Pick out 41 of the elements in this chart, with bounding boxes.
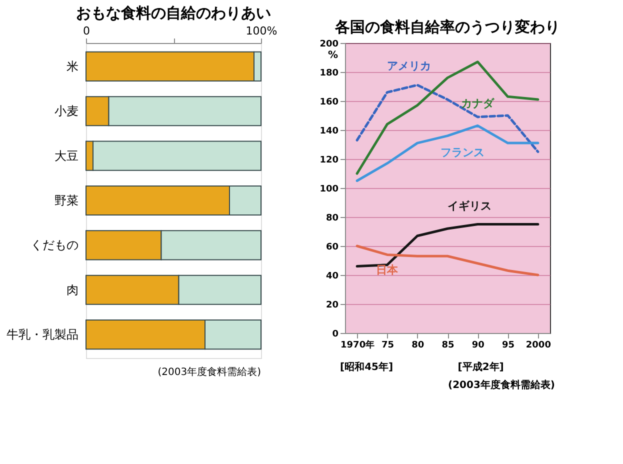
y-tick-label: 野菜 — [54, 194, 78, 208]
chart-title: 各国の食料自給率のうつり変わり — [334, 18, 560, 36]
x-tick-label: 85 — [442, 340, 454, 350]
x-tick-label: 100% — [246, 24, 278, 38]
y-tick-label: くだもの — [30, 238, 78, 252]
line-series — [356, 124, 540, 182]
y-tick-label: 肉 — [66, 282, 78, 297]
y-tick-label: 160 — [320, 98, 338, 108]
y-tick-label: 米 — [66, 59, 78, 74]
x-tick-label: 75 — [381, 340, 394, 350]
series-label: イギリス — [448, 200, 492, 213]
line-series — [356, 244, 540, 276]
y-tick-label: 120 — [320, 156, 338, 166]
y-tick-label: 200 — [320, 40, 338, 50]
y-tick-label: 140 — [320, 126, 338, 136]
text: (2003年度食料需給表) — [448, 379, 555, 391]
series-label: カナダ — [461, 96, 495, 110]
y-tick-label: 40 — [326, 272, 338, 282]
y-tick-label: 牛乳・乳製品 — [6, 328, 78, 342]
text: [平成2年] — [458, 361, 504, 373]
y-tick-label: 60 — [326, 242, 338, 252]
x-tick-label: 2000 — [526, 340, 551, 350]
series-label: アメリカ — [387, 59, 432, 72]
text: (2003年度食料需給表) — [158, 366, 262, 378]
chart-title: おもな食料の自給のわりあい — [76, 4, 271, 22]
text: [昭和45年] — [340, 361, 394, 373]
y-tick-label: 大豆 — [54, 148, 78, 163]
y-axis-title: % — [328, 50, 338, 61]
y-tick-label: 100 — [320, 184, 338, 194]
x-tick-label: 95 — [502, 340, 515, 350]
y-tick-label: 0 — [332, 330, 338, 340]
y-tick-label: 80 — [326, 214, 338, 224]
line-series — [356, 60, 540, 175]
series-label: 日本 — [376, 264, 400, 277]
x-tick-label: 90 — [472, 340, 484, 350]
x-tick-label: 80 — [412, 340, 424, 350]
y-tick-label: 180 — [320, 68, 338, 78]
y-tick-label: 20 — [326, 300, 338, 310]
series-label: フランス — [440, 146, 484, 160]
x-tick-label: 1970年 — [340, 340, 375, 350]
y-tick-label: 小麦 — [54, 104, 78, 118]
